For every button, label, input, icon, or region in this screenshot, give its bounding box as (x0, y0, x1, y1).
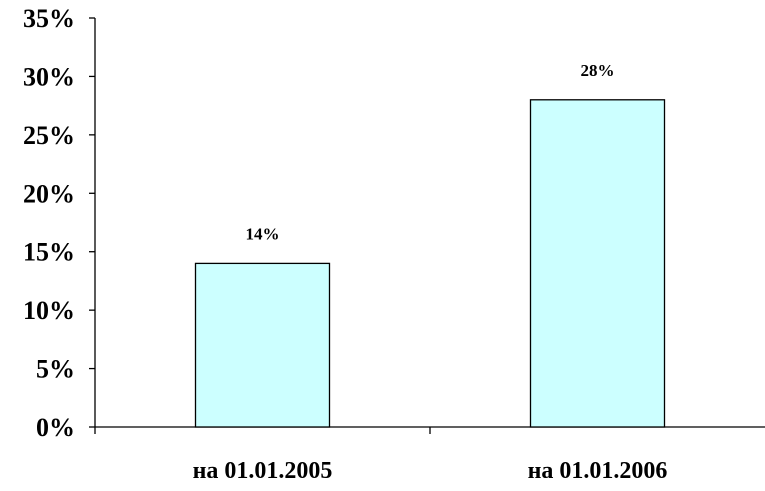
y-tick-label: 35% (23, 4, 75, 33)
bar (529, 99, 666, 428)
x-axis: на 01.01.2005 на 01.01.2006 (94, 426, 765, 484)
y-tick-label: 5% (36, 355, 75, 384)
y-tick-label: 10% (23, 296, 75, 325)
x-tick-label: на 01.01.2005 (193, 458, 333, 484)
bars (194, 99, 666, 428)
y-tick-label: 30% (23, 62, 75, 91)
y-axis: 0% 5% 10% 15% 20% 25% 30% 35% (23, 4, 96, 442)
y-tick-label: 15% (23, 238, 75, 267)
data-label: 28% (581, 61, 615, 80)
y-tick-label: 25% (23, 121, 75, 150)
y-tick-label: 0% (36, 413, 75, 442)
y-tick-label: 20% (23, 179, 75, 208)
x-tick-label: на 01.01.2006 (528, 458, 668, 484)
bar (194, 262, 331, 428)
data-labels: 14% 28% (246, 61, 615, 244)
data-label: 14% (246, 224, 280, 243)
